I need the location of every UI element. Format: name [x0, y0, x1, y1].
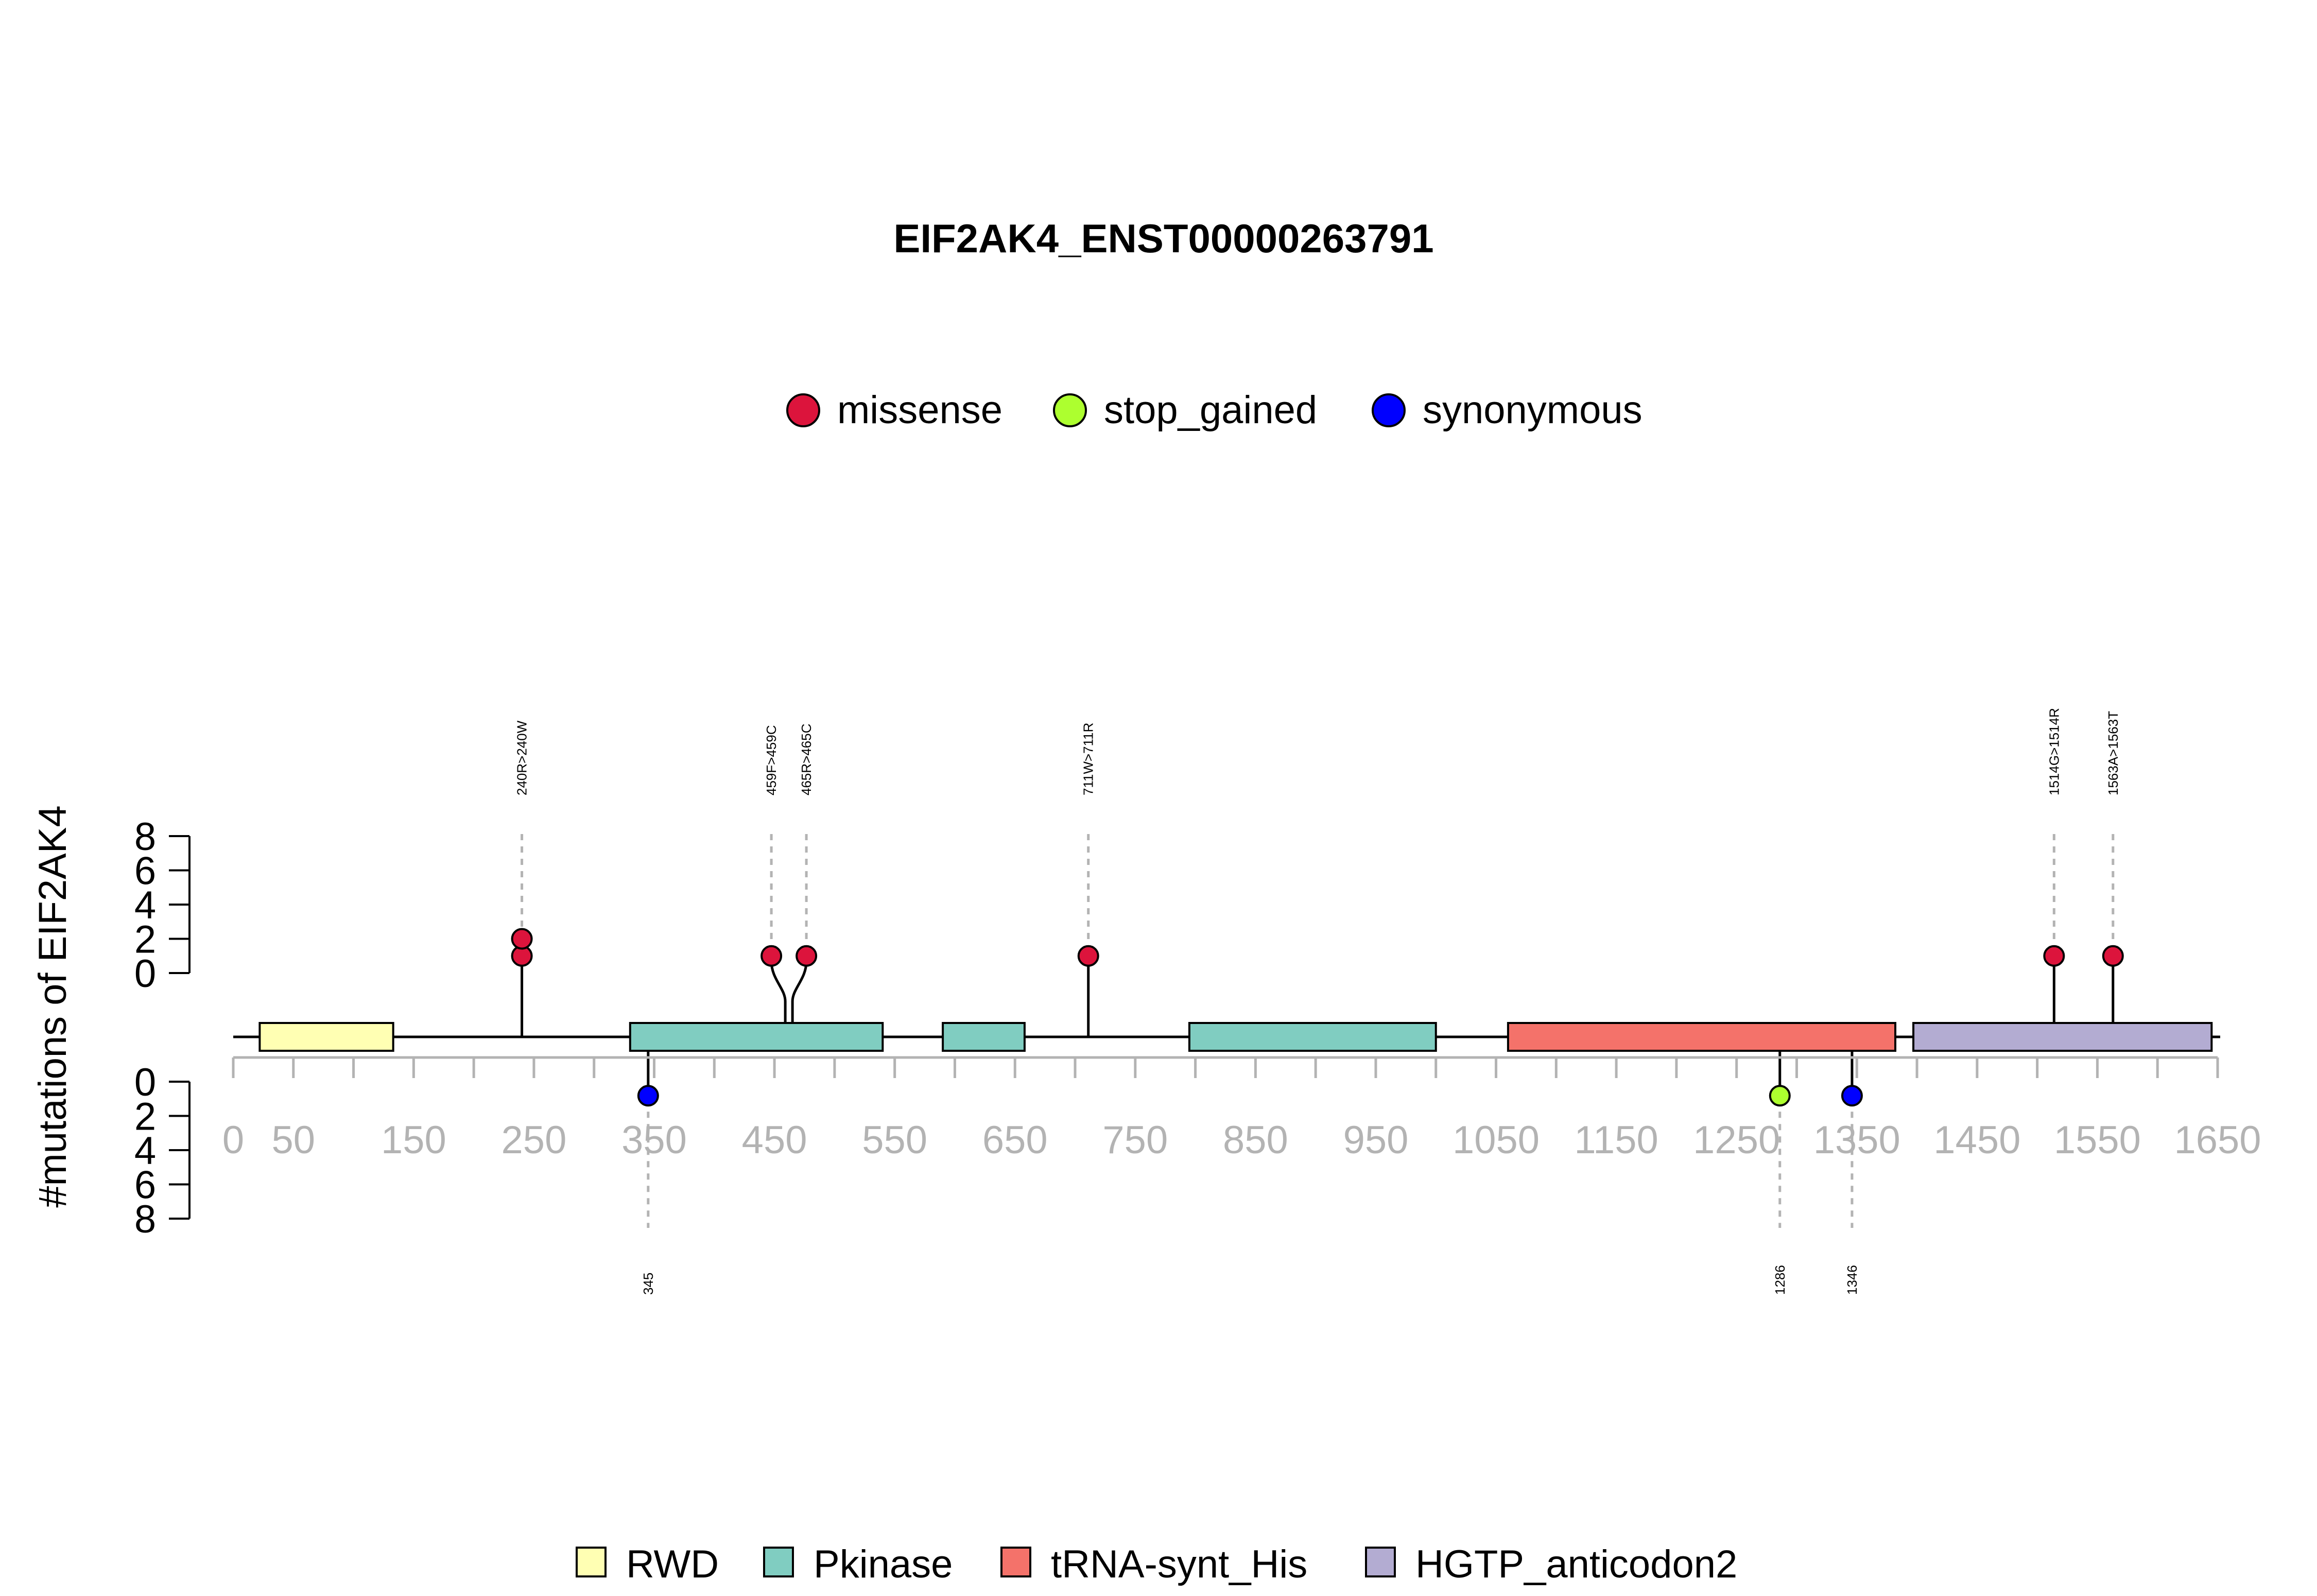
x-tick-label: 350: [621, 1118, 687, 1162]
x-tick-label: 1450: [1933, 1118, 2020, 1162]
upper-y-tick-label: 0: [134, 952, 156, 996]
x-tick-label: 950: [1343, 1118, 1409, 1162]
legend-label-hgtp-anticodon2: HGTP_anticodon2: [1415, 1542, 1737, 1586]
mutation-point-synonymous: [1841, 1085, 1863, 1107]
mutation-point-missense: [2043, 945, 2065, 967]
protein-domains: [258, 1022, 2213, 1052]
lower-y-tick-label: 2: [134, 1095, 156, 1139]
legend-marker-synonymous: [1372, 393, 1406, 427]
mutation-label: 240R>240W: [514, 720, 530, 795]
domain-hgtp-anticodon2: [1912, 1022, 2213, 1052]
legend-label-synonymous: synonymous: [1423, 388, 1642, 432]
x-tick-label: 1250: [1693, 1118, 1780, 1162]
mutation-legend: missense stop_gained synonymous: [786, 388, 1642, 432]
mutation-label: 459F>459C: [764, 725, 779, 795]
lower-y-tick-label: 4: [134, 1129, 156, 1173]
x-axis: 0 50 150 250 350 450 550 650 750 850 950 1050 1150 12…: [222, 1056, 2261, 1162]
x-tick-label: 150: [381, 1118, 446, 1162]
domain-pkinase: [1188, 1022, 1437, 1052]
domain-trna-synt-his: [1507, 1022, 1897, 1052]
x-tick-label: 550: [862, 1118, 927, 1162]
mutation-label: 345: [641, 1273, 656, 1295]
mutation-label: 1346: [1844, 1265, 1860, 1295]
legend-swatch-trna-synt-his: [1000, 1547, 1031, 1577]
legend-label-stop-gained: stop_gained: [1104, 388, 1317, 432]
x-tick-label: 1650: [2174, 1118, 2261, 1162]
mutation-point-missense: [511, 928, 533, 950]
y-axis-label: #mutations of EIF2AK4: [31, 805, 75, 1208]
upper-y-tick-label: 8: [134, 815, 156, 859]
mutation-point-missense: [760, 945, 783, 967]
x-tick-label: 1150: [1574, 1118, 1658, 1162]
mutation-label: 711W>711R: [1081, 723, 1096, 795]
legend-label-missense: missense: [837, 388, 1002, 432]
legend-marker-stop-gained: [1053, 393, 1087, 427]
mutation-label: 1514G>1514R: [2046, 708, 2062, 795]
x-tick-label: 0: [222, 1118, 244, 1162]
x-tick-label: 1550: [2054, 1118, 2141, 1162]
lower-y-tick-label: 8: [134, 1198, 156, 1241]
x-tick-label: 1050: [1453, 1118, 1540, 1162]
x-tick-label: 50: [272, 1118, 316, 1162]
chart-title: EIF2AK4_ENST00000263791: [893, 216, 1433, 261]
x-tick-label: 1350: [1813, 1118, 1900, 1162]
lower-y-tick-label: 0: [134, 1061, 156, 1104]
mutation-label: 1563A>1563T: [2105, 711, 2121, 795]
mutation-label: 1286: [1772, 1265, 1788, 1295]
upper-y-tick-label: 6: [134, 849, 156, 893]
mutation-point-missense: [2102, 945, 2124, 967]
mutation-point-missense: [796, 945, 818, 967]
domain-pkinase: [942, 1022, 1026, 1052]
upper-y-tick-label: 2: [134, 918, 156, 962]
mutation-stem: [770, 961, 787, 1037]
mutation-label: 465R>465C: [799, 724, 814, 796]
legend-label-pkinase: Pkinase: [814, 1542, 953, 1586]
legend-swatch-pkinase: [763, 1547, 794, 1577]
mutation-point-synonymous: [637, 1085, 659, 1107]
x-tick-label: 250: [502, 1118, 567, 1162]
legend-label-trna-synt-his: tRNA-synt_His: [1051, 1542, 1307, 1586]
lower-y-tick-label: 6: [134, 1164, 156, 1207]
domain-legend: RWD Pkinase tRNA-synt_His HGTP_anticodon2: [576, 1542, 1737, 1586]
domain-rwd: [258, 1022, 394, 1052]
x-tick-label: 650: [982, 1118, 1048, 1162]
legend-swatch-hgtp-anticodon2: [1365, 1547, 1396, 1577]
upper-y-tick-label: 4: [134, 883, 156, 927]
mutation-point-stop-gained: [1769, 1085, 1791, 1107]
x-tick-label: 750: [1102, 1118, 1168, 1162]
legend-marker-missense: [786, 393, 820, 427]
legend-swatch-rwd: [576, 1547, 607, 1577]
mutation-point-missense: [1077, 945, 1099, 967]
mutation-stems: 240R>240W 459F>459C 465R>465C 711W>711R 1514…: [514, 708, 2121, 1295]
mutation-points: [511, 928, 2124, 1107]
x-tick-label: 450: [742, 1118, 807, 1162]
domain-pkinase: [629, 1022, 884, 1052]
x-tick-label: 850: [1223, 1118, 1288, 1162]
legend-label-rwd: RWD: [626, 1542, 719, 1586]
mutation-stem: [791, 961, 808, 1037]
